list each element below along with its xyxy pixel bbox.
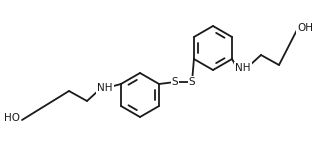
Text: NH: NH bbox=[97, 83, 113, 93]
Text: HO: HO bbox=[4, 113, 20, 123]
Text: S: S bbox=[172, 77, 178, 87]
Text: NH: NH bbox=[235, 63, 251, 73]
Text: S: S bbox=[189, 77, 195, 87]
Text: OH: OH bbox=[297, 23, 313, 33]
